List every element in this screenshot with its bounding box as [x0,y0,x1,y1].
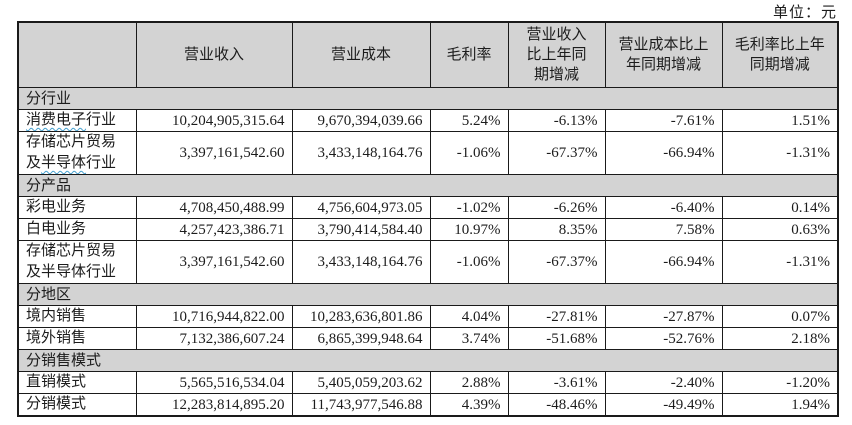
cell-value: 5.24% [429,109,509,132]
cell-value: -1.31% [721,240,839,284]
cell-value: -6.40% [604,196,723,219]
cell-value: 6,865,399,948.64 [291,327,431,350]
section-label: 分产品 [17,174,839,197]
cell-value: 3,433,148,164.76 [291,131,431,175]
cell-value: 11,743,977,546.88 [291,393,431,417]
cell-value: -27.81% [507,305,606,328]
cell-value: 10,283,636,801.86 [291,305,431,328]
cell-value: 5,405,059,203.62 [291,371,431,394]
cell-value: -2.40% [604,371,723,394]
row-label: 消费电子行业 [17,109,137,132]
cell-value: 5,565,516,534.04 [135,371,293,394]
cell-value: 10.97% [429,218,509,241]
cell-value: -6.26% [507,196,606,219]
cell-value: 0.07% [721,305,839,328]
cell-value: -52.76% [604,327,723,350]
cell-value: 3,790,414,584.40 [291,218,431,241]
cell-value: 0.14% [721,196,839,219]
cell-value: 1.51% [721,109,839,132]
header-cell-blank [17,21,137,88]
financial-table: 营业收入 营业成本 毛利率 营业收入 比上年同 期增减 营业成本比上 年同期增减… [17,21,839,417]
table-row: 境外销售 7,132,386,607.24 6,865,399,948.64 3.74… [17,327,839,350]
header-cell-margin-yoy: 毛利率比上年 同期增减 [721,21,839,88]
cell-value: -66.94% [604,131,723,175]
cell-value: -51.68% [507,327,606,350]
table-row: 存储芯片贸易 及半导体行业 3,397,161,542.60 3,433,148,1… [17,240,839,284]
cell-value: -1.20% [721,371,839,394]
spellcheck-wavy-underline: 消费电子 [26,112,87,128]
cell-value: -7.61% [604,109,723,132]
cell-value: 10,204,905,315.64 [135,109,293,132]
cell-value: 4.04% [429,305,509,328]
header-cell-cost: 营业成本 [291,21,431,88]
cell-value: -1.06% [429,131,509,175]
cell-value: 3.74% [429,327,509,350]
cell-value: -66.94% [604,240,723,284]
section-row: 分产品 [17,174,839,197]
cell-value: 2.18% [721,327,839,350]
table-row: 彩电业务 4,708,450,488.99 4,756,604,973.05 -1.0… [17,196,839,219]
cell-value: 9,670,394,039.66 [291,109,431,132]
table-row: 白电业务 4,257,423,386.71 3,790,414,584.40 10.9… [17,218,839,241]
table-row: 消费电子行业 10,204,905,315.64 9,670,394,039.66 5… [17,109,839,132]
cell-value: 0.63% [721,218,839,241]
cell-value: -48.46% [507,393,606,417]
table-row: 分销模式 12,283,814,895.20 11,743,977,546.88 4.… [17,393,839,417]
row-label: 存储芯片贸易 及半导体行业 [17,131,137,175]
section-label: 分销售模式 [17,349,839,372]
unit-label: 单位：元 [772,5,837,21]
row-label: 分销模式 [17,393,137,417]
cell-value: -49.49% [604,393,723,417]
table-row: 存储芯片贸易 及半导体行业 3,397,161,542.60 3,433,148,1… [17,131,839,175]
cell-value: 4,708,450,488.99 [135,196,293,219]
row-label: 彩电业务 [17,196,137,219]
cell-value: 1.94% [721,393,839,417]
table-header: 营业收入 营业成本 毛利率 营业收入 比上年同 期增减 营业成本比上 年同期增减… [17,21,839,88]
cell-value: 4,756,604,973.05 [291,196,431,219]
cell-value: 7,132,386,607.24 [135,327,293,350]
cell-value: -1.31% [721,131,839,175]
cell-value: 12,283,814,895.20 [135,393,293,417]
section-row: 分销售模式 [17,349,839,372]
header-cell-cost-yoy: 营业成本比上 年同期增减 [604,21,723,88]
cell-value: 4.39% [429,393,509,417]
header-cell-revenue-yoy: 营业收入 比上年同 期增减 [507,21,606,88]
cell-value: -6.13% [507,109,606,132]
cell-value: 7.58% [604,218,723,241]
row-label: 直销模式 [17,371,137,394]
cell-value: 3,397,161,542.60 [135,131,293,175]
table-body: 分行业 消费电子行业 10,204,905,315.64 9,670,394,039.… [17,87,839,417]
cell-value: -27.87% [604,305,723,328]
cell-value: 4,257,423,386.71 [135,218,293,241]
cell-value: -67.37% [507,131,606,175]
table-row: 直销模式 5,565,516,534.04 5,405,059,203.62 2.88… [17,371,839,394]
cell-value: 3,397,161,542.60 [135,240,293,284]
section-label: 分行业 [17,87,839,110]
cell-value: 10,716,944,822.00 [135,305,293,328]
section-row: 分地区 [17,283,839,306]
cell-value: 2.88% [429,371,509,394]
header-cell-margin: 毛利率 [429,21,509,88]
row-label: 存储芯片贸易 及半导体行业 [17,240,137,284]
cell-value: -1.06% [429,240,509,284]
spellcheck-wavy-underline: 半导体 [41,155,87,171]
row-label: 白电业务 [17,218,137,241]
cell-value: -3.61% [507,371,606,394]
row-label: 境内销售 [17,305,137,328]
header-row: 营业收入 营业成本 毛利率 营业收入 比上年同 期增减 营业成本比上 年同期增减… [17,21,839,88]
header-cell-revenue: 营业收入 [135,21,293,88]
section-label: 分地区 [17,283,839,306]
cell-value: 3,433,148,164.76 [291,240,431,284]
table-row: 境内销售 10,716,944,822.00 10,283,636,801.86 4.… [17,305,839,328]
row-label: 境外销售 [17,327,137,350]
cell-value: -1.02% [429,196,509,219]
cell-value: 8.35% [507,218,606,241]
cell-value: -67.37% [507,240,606,284]
section-row: 分行业 [17,87,839,110]
